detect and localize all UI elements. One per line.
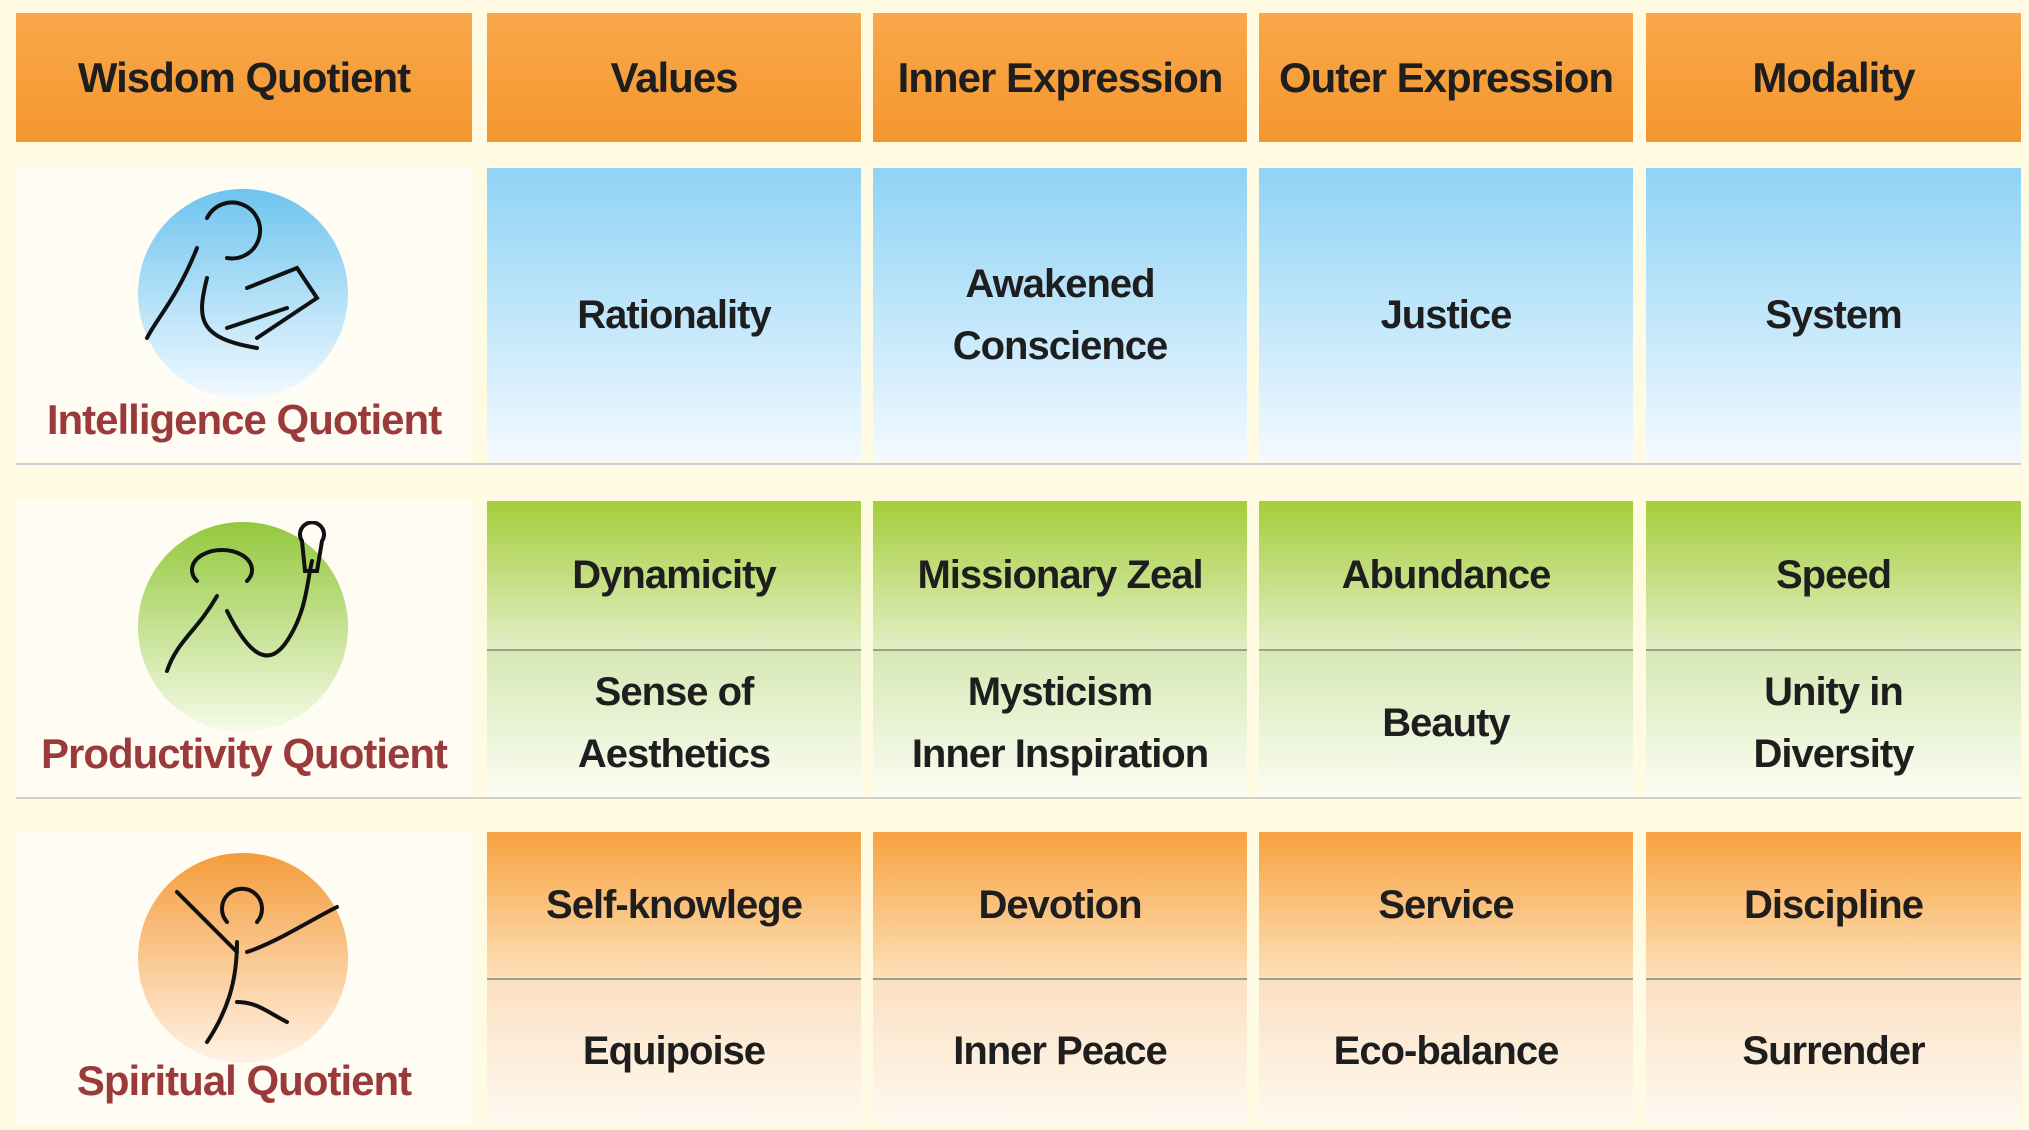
row-separator [16,797,2021,799]
value-cell: Beauty [1259,648,1633,796]
cell-text: Abundance [1341,552,1552,597]
cell-text: Justice [1380,293,1513,337]
cell-text: Self-knowlege [546,882,803,927]
value-cell: Awakened Conscience [873,168,1247,462]
value-cell: Sense of Aesthetics [487,648,861,796]
value-cell: System [1646,168,2021,462]
cell-text: Sense of [594,670,755,715]
cell-text: Devotion [978,882,1142,927]
value-cell: Eco-balance [1259,977,1633,1123]
cell-text: Unity in [1764,670,1904,715]
header-cell: Modality [1646,13,2021,142]
cell-text: Eco-balance [1333,1029,1560,1074]
row-label: Intelligence Quotient [16,396,472,444]
row-label-text: Productivity Quotient [40,730,448,777]
header-cell: Values [487,13,861,142]
header-cell: Inner Expression [873,13,1247,142]
header-text: Modality [1752,53,1915,101]
cell-text: System [1765,293,1902,337]
cell-text: Awakened [965,262,1155,306]
value-cell: Mysticism Inner Inspiration [873,648,1247,796]
header-text: Outer Expression [1278,53,1614,101]
cell-text: Discipline [1744,882,1924,927]
cell-text: Mysticism [967,670,1153,715]
row-label: Productivity Quotient [16,730,472,778]
icon [138,189,348,399]
cell-text: Inner Peace [953,1029,1168,1074]
cell-text: Speed [1775,552,1892,597]
cell-text: Service [1378,882,1514,927]
value-cell: Unity in Diversity [1646,648,2021,796]
value-cell: Abundance [1259,501,1633,649]
header-cell: Wisdom Quotient [16,13,472,142]
value-cell: Dynamicity [487,501,861,649]
value-cell: Missionary Zeal [873,501,1247,649]
row-separator [16,463,2021,465]
cell-text: Aesthetics [577,732,771,777]
value-cell: Speed [1646,501,2021,649]
value-cell: Service [1259,832,1633,978]
row-label: Spiritual Quotient [16,1057,472,1105]
cell-text: Surrender [1742,1029,1925,1074]
header-cell: Outer Expression [1259,13,1633,142]
value-cell: Self-knowlege [487,832,861,978]
cell-text: Conscience [952,324,1169,368]
row-label-text: Spiritual Quotient [76,1057,412,1104]
value-cell: Rationality [487,168,861,462]
header-text: Wisdom Quotient [77,53,411,101]
value-cell: Inner Peace [873,977,1247,1123]
cell-text: Diversity [1753,732,1915,777]
cell-text: Rationality [577,293,771,337]
value-cell: Devotion [873,832,1247,978]
icon [138,521,348,732]
cell-text: Inner Inspiration [911,732,1209,777]
cell-text: Missionary Zeal [917,552,1203,597]
cell-text: Beauty [1382,701,1510,746]
value-cell: Justice [1259,168,1633,462]
cell-text: Equipoise [582,1029,766,1074]
value-cell: Surrender [1646,977,2021,1123]
icon [138,853,348,1063]
row-label-text: Intelligence Quotient [46,396,442,443]
value-cell: Discipline [1646,832,2021,978]
header-text: Inner Expression [897,53,1224,101]
value-cell: Equipoise [487,977,861,1123]
header-text: Values [610,53,738,101]
cell-text: Dynamicity [572,552,776,597]
